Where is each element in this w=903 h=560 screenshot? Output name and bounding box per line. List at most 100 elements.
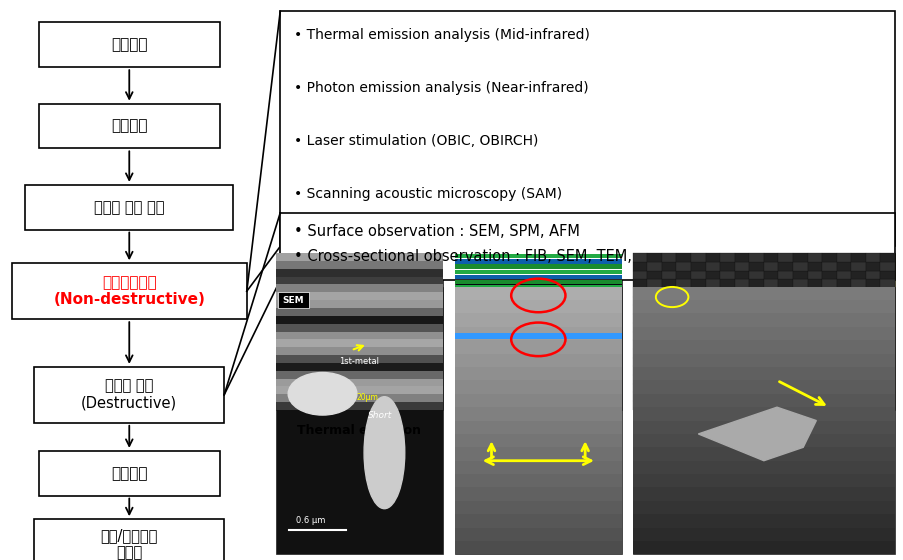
Bar [661,401,675,410]
Bar [661,358,675,366]
Bar [806,366,821,375]
Bar [880,262,894,270]
Bar [454,253,621,410]
Bar [821,270,836,279]
Bar [275,386,442,394]
Bar [632,327,894,340]
Bar [851,401,865,410]
Bar [632,270,647,279]
Bar [454,447,621,461]
Bar [806,314,821,323]
Bar [792,340,806,349]
Bar [275,371,442,379]
Bar [836,401,851,410]
Bar [806,384,821,393]
Bar [821,305,836,314]
Bar [763,358,777,366]
Bar [720,366,734,375]
Text: 불량위치추적
(Non-destructive): 불량위치추적 (Non-destructive) [53,275,205,307]
Bar [734,314,749,323]
Bar [836,305,851,314]
Bar [454,385,621,389]
Bar [454,434,621,447]
Bar [632,407,894,421]
Bar [675,401,690,410]
Bar [749,314,763,323]
Bar [454,528,621,541]
Bar [647,253,661,262]
Bar [720,253,734,262]
Text: 설계/제조공정
피드백: 설계/제조공정 피드백 [100,528,158,560]
Bar [777,340,792,349]
Bar [675,279,690,288]
Bar [720,358,734,366]
Bar [836,253,851,262]
Bar [792,384,806,393]
Bar [39,104,219,148]
Bar [454,390,621,394]
Bar [454,291,621,295]
Bar [690,340,705,349]
Bar [454,333,621,339]
Bar [821,358,836,366]
Bar [39,451,219,496]
Text: • Laser stimulation (OBIC, OBIRCH): • Laser stimulation (OBIC, OBIRCH) [293,134,537,148]
Bar [865,340,880,349]
Bar [661,279,675,288]
Bar [705,384,720,393]
Bar [277,292,309,308]
Bar [880,366,894,375]
Bar [734,323,749,332]
Bar [454,461,621,474]
Bar [880,393,894,401]
Bar [454,354,621,367]
Bar [675,393,690,401]
Bar [454,316,621,321]
Bar [763,393,777,401]
Bar [647,340,661,349]
Bar [632,401,647,410]
Bar [763,253,777,262]
Bar [851,323,865,332]
Bar [454,340,621,354]
Bar [647,270,661,279]
Bar [792,305,806,314]
Bar [34,519,224,560]
Bar [880,349,894,358]
Bar [705,340,720,349]
Bar [749,288,763,297]
Bar [851,253,865,262]
Bar [647,314,661,323]
Bar [734,349,749,358]
Bar [454,332,621,337]
Bar [749,375,763,384]
Bar [690,297,705,305]
Bar [705,279,720,288]
Bar [454,311,621,316]
Bar [454,327,621,332]
Bar [675,297,690,305]
Bar [632,297,647,305]
Bar [865,262,880,270]
Bar [749,366,763,375]
Bar [454,514,621,528]
Bar [632,288,647,297]
Bar [836,332,851,340]
Bar [454,322,621,326]
Bar [705,375,720,384]
Bar [632,366,647,375]
Bar [661,375,675,384]
Bar [647,297,661,305]
Bar [632,447,894,461]
Bar [454,380,621,394]
Bar [632,461,894,474]
Bar [705,297,720,305]
Bar [675,375,690,384]
Bar [806,401,821,410]
Bar [661,262,675,270]
Bar [454,348,621,352]
Bar [632,354,894,367]
Bar [690,366,705,375]
Bar [647,323,661,332]
Bar [661,349,675,358]
